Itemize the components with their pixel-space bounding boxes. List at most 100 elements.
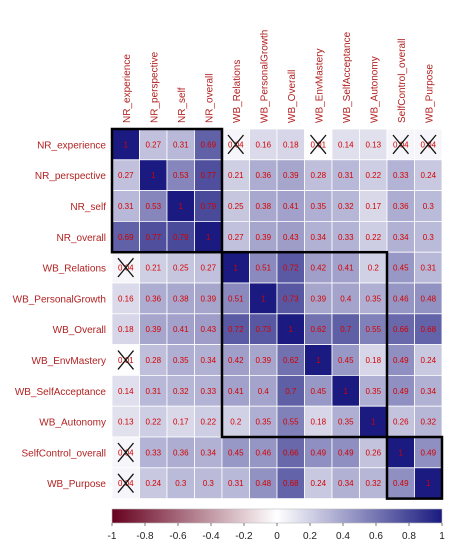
heatmap-cell <box>249 251 278 284</box>
cell-value-label: 0.79 <box>173 233 189 242</box>
cell-value-label: 0.33 <box>200 387 216 396</box>
heatmap-cell <box>331 374 360 407</box>
cell-value-label: 0.45 <box>338 356 354 365</box>
cell-value-label: 0.31 <box>338 171 354 180</box>
cell-value-label: 0.42 <box>310 264 326 273</box>
column-label: NR_self <box>177 87 188 123</box>
cell-value-label: 0.39 <box>200 294 216 303</box>
cell-value-label: 0.49 <box>393 387 409 396</box>
cell-value-label: 0.35 <box>255 418 271 427</box>
cell-value-label: 0.34 <box>420 387 436 396</box>
heatmap-cell <box>139 282 168 315</box>
heatmap-cell <box>194 436 223 469</box>
cell-value-label: 0.36 <box>145 294 161 303</box>
cell-value-label: 0.43 <box>200 325 216 334</box>
cell-value-label: 0.17 <box>173 418 189 427</box>
row-label: NR_overall <box>57 233 106 244</box>
cell-value-label: 0.31 <box>118 202 134 211</box>
heatmap-cell <box>221 467 250 499</box>
heatmap-cell <box>166 190 195 222</box>
cell-value-label: 0.79 <box>200 202 216 211</box>
cell-value-label: 0.18 <box>283 140 299 149</box>
cell-value-label: 0.14 <box>118 387 134 396</box>
column-label: NR_experience <box>122 54 133 123</box>
heatmap-cell <box>304 313 333 345</box>
row-label: NR_experience <box>37 140 106 151</box>
heatmap-cell <box>221 251 250 284</box>
heatmap-cell <box>386 159 415 192</box>
heatmap-cell <box>276 374 305 407</box>
cell-value-label: 0.49 <box>393 479 409 488</box>
cell-value-label: 0.35 <box>365 387 381 396</box>
cell-value-label: 1 <box>206 233 211 242</box>
cell-value-label: 0.69 <box>200 140 216 149</box>
cell-value-label: 0.3 <box>175 479 187 488</box>
column-label: WB_EnvMastery <box>314 49 325 123</box>
row-label: SelfControl_overall <box>22 448 107 459</box>
cell-value-label: 0.39 <box>255 356 271 365</box>
cell-value-label: 0.53 <box>173 171 189 180</box>
cell-value-label: 1 <box>426 479 431 488</box>
heatmap-cell <box>414 190 443 222</box>
nonsignificant-cross-b <box>419 134 437 155</box>
heatmap-cell <box>386 374 415 407</box>
cell-value-label: 0.62 <box>310 325 326 334</box>
cell-value-label: 0.36 <box>173 448 189 457</box>
cell-value-label: 1 <box>289 325 294 334</box>
cell-value-label: 0.32 <box>365 479 381 488</box>
heatmap-cell <box>221 159 250 192</box>
heatmap-cell <box>139 436 168 469</box>
cell-value-label: 0.45 <box>228 448 244 457</box>
cell-value-label: 0.24 <box>310 479 326 488</box>
heatmap-cell <box>414 220 443 253</box>
legend-tick-label: 0.6 <box>369 531 383 542</box>
nonsignificant-cross-b <box>227 134 245 155</box>
cell-value-label: 0.41 <box>338 264 354 273</box>
heatmap-cell <box>139 251 168 284</box>
cell-value-label: 0.49 <box>393 356 409 365</box>
cell-value-label: 0.49 <box>338 448 354 457</box>
cell-value-label: 0.55 <box>283 418 299 427</box>
cell-value-label: 0.39 <box>310 294 326 303</box>
column-labels: NR_experience NR_perspective NR_self NR_ove… <box>122 30 436 123</box>
cell-value-label: 0.34 <box>200 448 216 457</box>
row-label: WB_EnvMastery <box>32 356 106 367</box>
column-label: WB_Relations <box>232 60 243 123</box>
heatmap-cell <box>194 220 223 253</box>
cell-value-label: 0.32 <box>173 387 189 396</box>
cell-value-label: 0.39 <box>255 233 271 242</box>
cell-value-label: 0.31 <box>420 264 436 273</box>
cell-value-label: 0.24 <box>420 171 436 180</box>
cell-value-label: 0.46 <box>393 294 409 303</box>
cell-value-label: 0.49 <box>310 448 326 457</box>
row-label: WB_PersonalGrowth <box>13 294 106 305</box>
heatmap-cell <box>276 251 305 284</box>
heatmap-cell <box>331 282 360 315</box>
color-legend-bar <box>111 508 443 524</box>
column-label: WB_SelfAcceptance <box>342 31 353 123</box>
legend-tick-label: 1 <box>439 531 445 542</box>
heatmap-cell <box>139 128 168 161</box>
heatmap-cell <box>249 467 278 499</box>
cell-value-label: 0.22 <box>365 233 381 242</box>
heatmap-cell <box>221 313 250 345</box>
cell-value-label: 0.16 <box>118 294 134 303</box>
cell-value-label: 0.36 <box>255 171 271 180</box>
heatmap-cell <box>249 374 278 407</box>
cell-value-label: 0.68 <box>283 479 299 488</box>
cell-value-label: 0.27 <box>145 140 161 149</box>
cell-value-label: 0.38 <box>173 294 189 303</box>
nonsignificant-cross-b <box>309 134 327 155</box>
cell-value-label: 0.49 <box>420 448 436 457</box>
cluster-boxes <box>110 127 444 500</box>
cell-value-label: 1 <box>151 171 156 180</box>
cluster-box <box>385 435 444 500</box>
cell-value-label: 0.39 <box>145 325 161 334</box>
cell-value-label: 0.26 <box>393 418 409 427</box>
nonsignificant-cross-b <box>117 350 135 370</box>
heatmap-cell <box>304 190 333 222</box>
heatmap-cell <box>386 190 415 222</box>
cell-value-label: 0.22 <box>145 418 161 427</box>
heatmap-cell <box>304 405 333 438</box>
